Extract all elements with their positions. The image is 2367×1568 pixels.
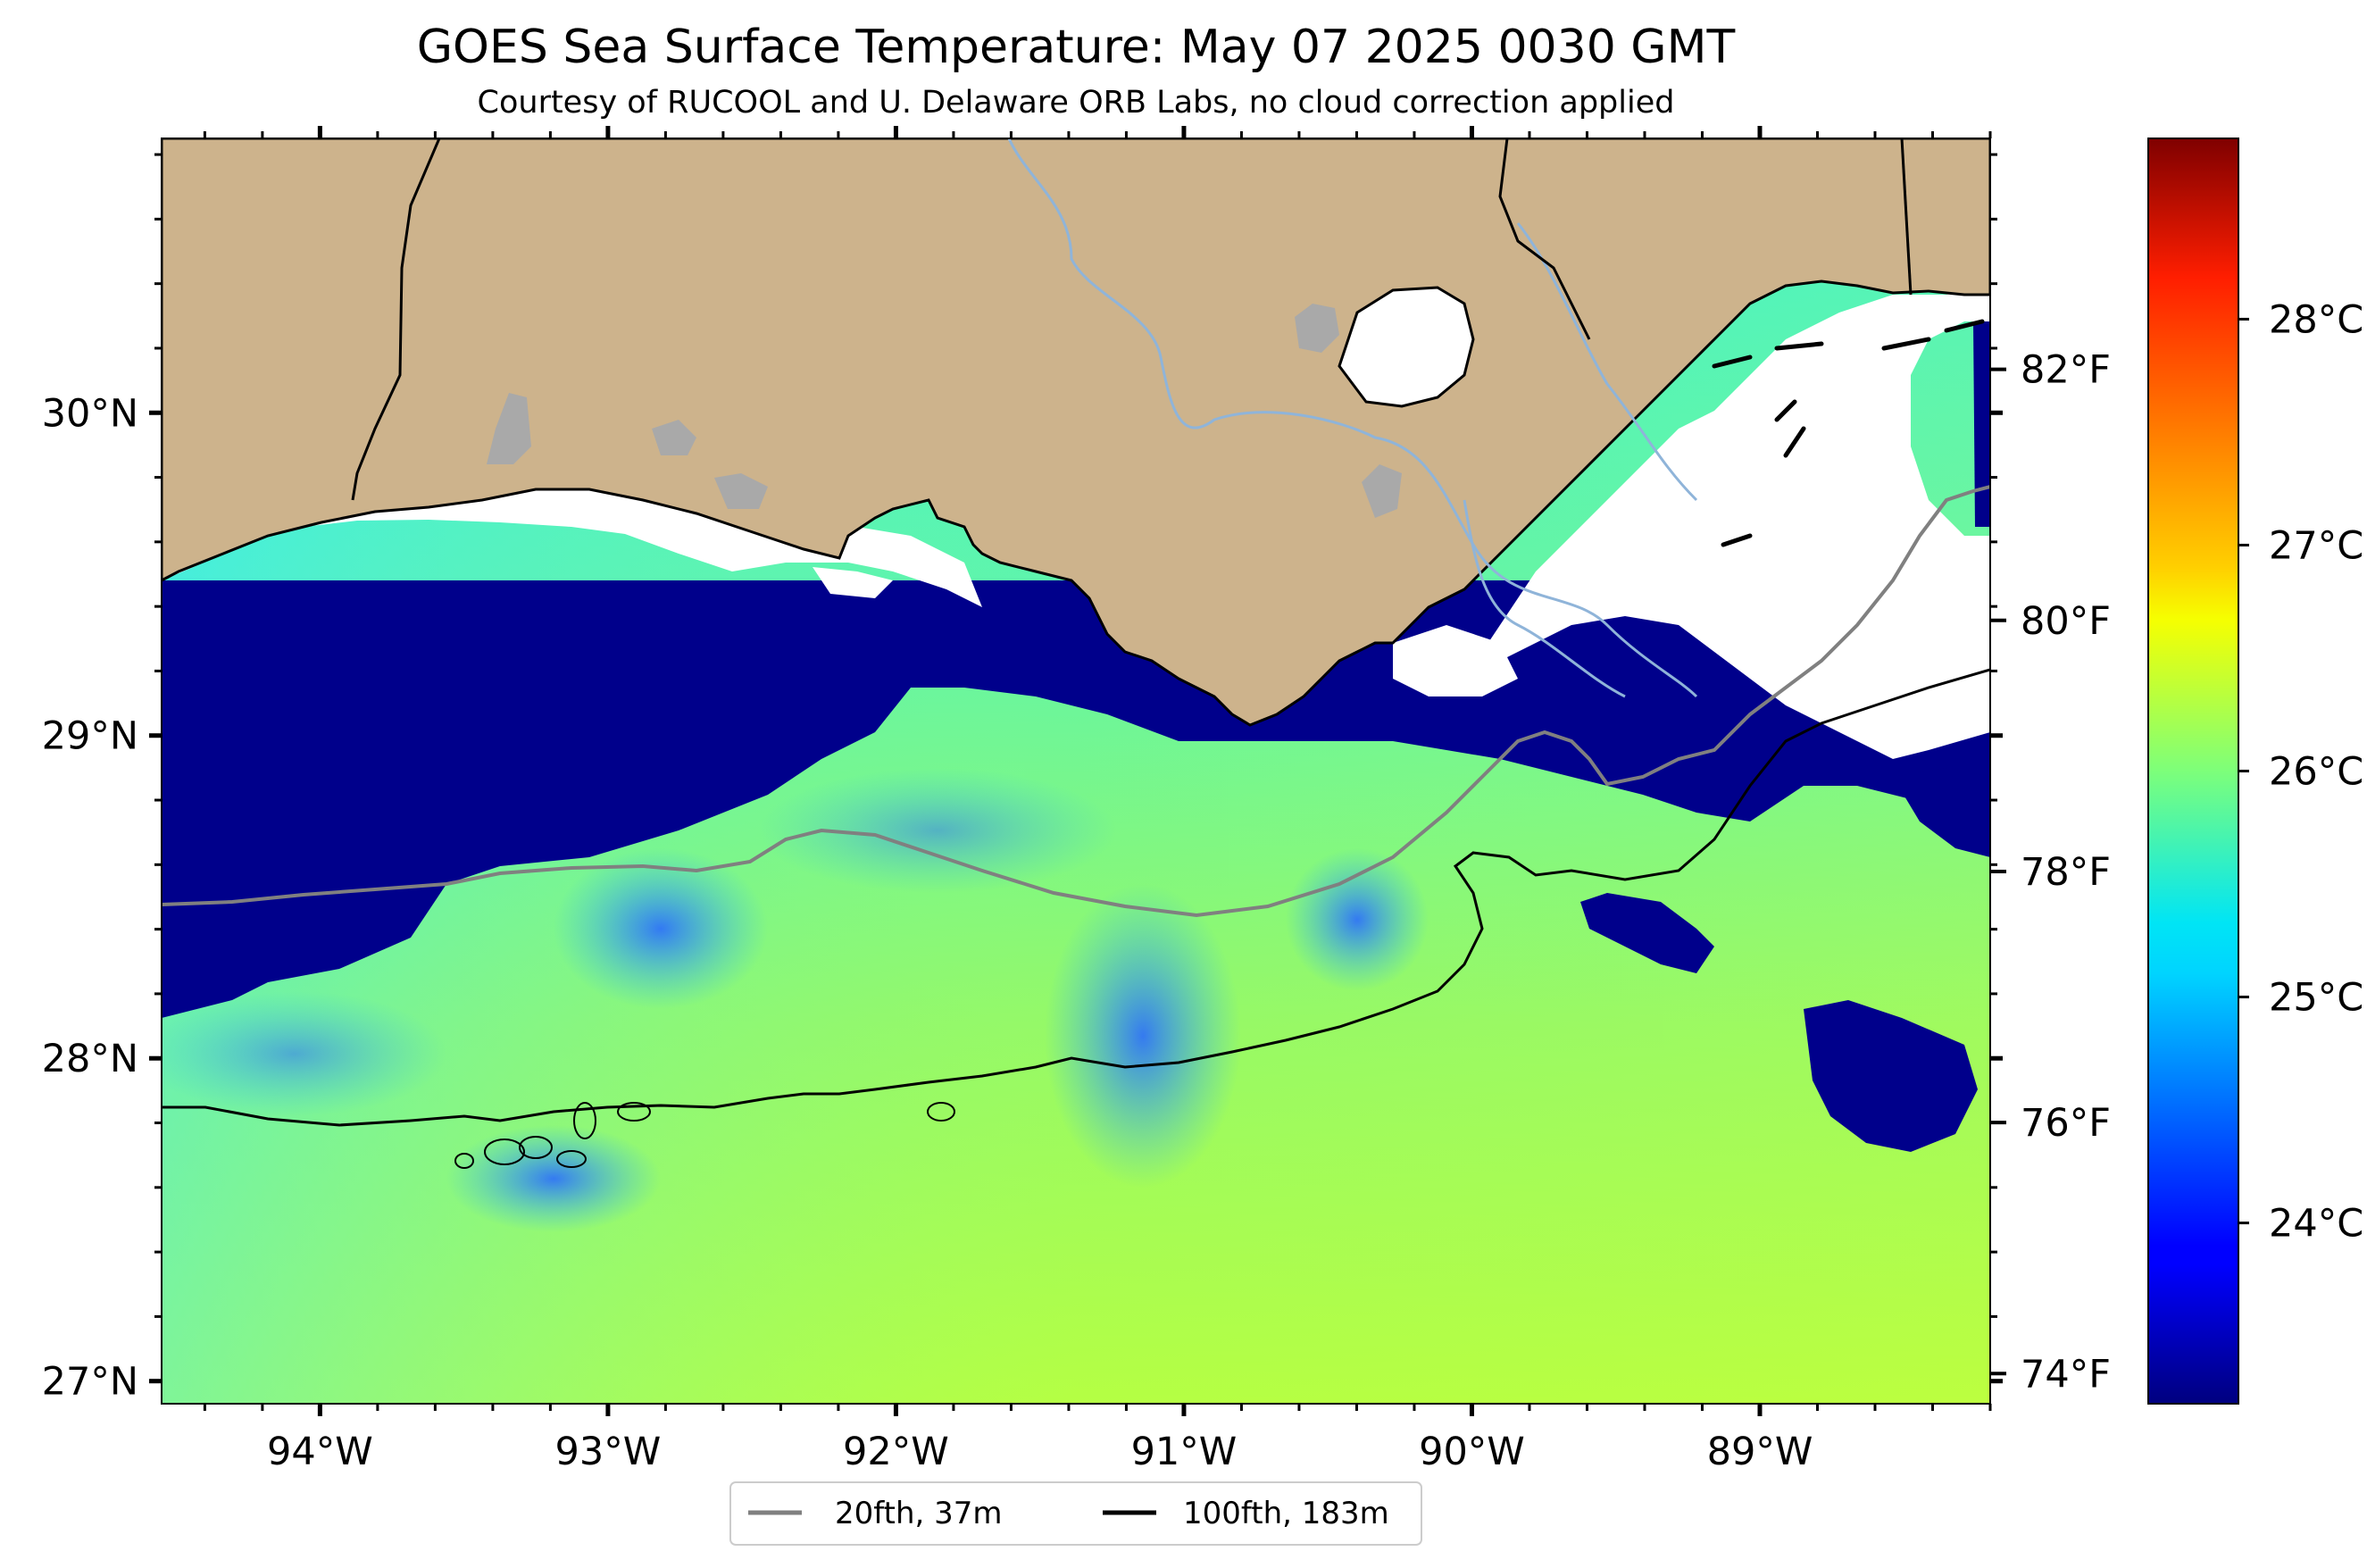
colorbar: 24°C 25°C 26°C 27°C 28°C 74°F 76°F 78°F 80°F 82°F [1990, 138, 2363, 1405]
colorbar-gradient [2147, 138, 2239, 1405]
lake-pontchartrain [1338, 286, 1475, 408]
figure-subtitle: Courtesy of RUCOOL and U. Delaware ORB L… [478, 85, 1675, 121]
barrier-islands [1712, 319, 1985, 547]
lon-tick-label: 91°W [1131, 1430, 1238, 1474]
colorbar-fahrenheit-label: 74°F [2021, 1352, 2111, 1397]
map-panel [162, 138, 1990, 1404]
map-frame [161, 138, 1991, 1405]
bank-contours [454, 1102, 955, 1169]
figure-title: GOES Sea Surface Temperature: May 07 202… [417, 21, 1736, 74]
legend-label-20fth: 20fth, 37m [835, 1496, 1003, 1531]
legend-box [729, 1481, 1422, 1546]
lon-tick-label: 93°W [555, 1430, 662, 1474]
nearshore-cold-band [162, 580, 1990, 1018]
colorbar-celsius-label: 25°C [2269, 976, 2363, 1021]
isobath-100fth [162, 668, 1990, 1127]
map-axis-labels: 94°W 93°W 92°W 91°W 90°W 89°W 30°N 29°N 28°N 27°N [42, 391, 1813, 1474]
lon-tick-label: 90°W [1419, 1430, 1525, 1474]
cool-water-patches [162, 768, 1429, 1232]
colorbar-celsius-label: 24°C [2269, 1202, 2363, 1247]
colorbar-fahrenheit-label: 78°F [2021, 850, 2111, 895]
lon-tick-label: 89°W [1707, 1430, 1813, 1474]
state-borders [351, 138, 1913, 501]
inland-lakes [487, 304, 1402, 518]
rivers [1007, 138, 1698, 698]
lon-tick-label: 94°W [267, 1430, 373, 1474]
land [162, 138, 1990, 727]
colorbar-fahrenheit-label: 82°F [2021, 348, 2111, 393]
lat-tick-label: 30°N [42, 391, 138, 436]
colorbar-fahrenheit-label: 80°F [2021, 599, 2111, 644]
isobath-legend: 20fth, 37m 100fth, 183m [729, 1481, 1422, 1546]
legend-label-100fth: 100fth, 183m [1183, 1496, 1389, 1531]
isobath-20fth [162, 485, 1990, 918]
colorbar-celsius-label: 27°C [2269, 523, 2363, 568]
lat-tick-label: 29°N [42, 714, 138, 759]
colorbar-fahrenheit-label: 76°F [2021, 1101, 2111, 1146]
lat-tick-label: 28°N [42, 1037, 138, 1081]
colorbar-celsius-label: 28°C [2269, 297, 2363, 342]
lon-tick-label: 92°W [843, 1430, 949, 1474]
colorbar-ticks: 24°C 25°C 26°C 27°C 28°C 74°F 76°F 78°F 80°F 82°F [1990, 297, 2363, 1397]
lat-tick-label: 27°N [42, 1360, 138, 1405]
colorbar-celsius-label: 26°C [2269, 750, 2363, 795]
map-axis-ticks [149, 126, 2003, 1416]
